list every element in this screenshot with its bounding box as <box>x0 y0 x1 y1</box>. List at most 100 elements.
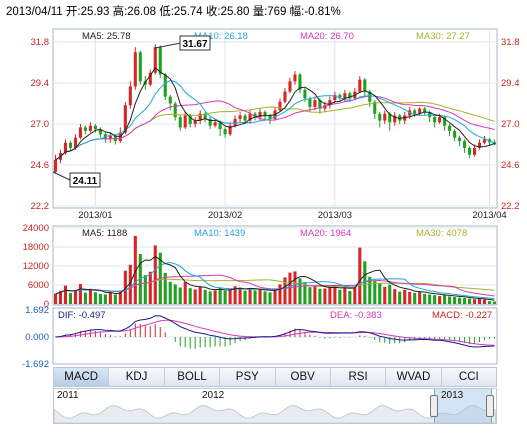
volume-bar <box>343 287 347 304</box>
tab-psy[interactable]: PSY <box>220 368 276 386</box>
candle-body <box>123 105 127 133</box>
candle-body <box>93 125 97 130</box>
volume-bar <box>188 288 192 304</box>
date-tick: 2013/01 <box>78 210 112 221</box>
candle-body <box>333 94 337 101</box>
price-moving-averages <box>55 66 495 161</box>
tab-boll[interactable]: BOLL <box>165 368 221 386</box>
volume-bar <box>68 292 73 304</box>
candlesticks <box>53 44 497 174</box>
candle-body <box>98 129 102 135</box>
dif-line <box>55 315 495 348</box>
vol-ma5-label: MA5: 1188 <box>82 228 127 239</box>
tab-kdj[interactable]: KDJ <box>109 368 165 386</box>
price-tick-left: 22.2 <box>31 201 50 212</box>
volume-bar <box>398 291 402 304</box>
nav-year-2011: 2011 <box>57 390 79 401</box>
candle-body <box>303 89 307 99</box>
volume-bar <box>482 299 487 304</box>
nav-year-2012: 2012 <box>202 390 225 401</box>
dif-label: DIF: -0.497 <box>58 310 106 321</box>
ma5-label: MA5: 25.78 <box>82 31 131 42</box>
volume-bar <box>418 291 422 304</box>
ma20-label: MA20: 26.70 <box>300 31 354 42</box>
volume-bar <box>78 284 82 304</box>
volume-bar <box>413 292 417 304</box>
price-grid <box>53 29 497 208</box>
macd-legend: DIF: -0.497 DEA: -0.383 MACD: -0.227 <box>58 310 492 321</box>
dea-label: DEA: -0.383 <box>330 310 382 321</box>
time-navigator[interactable]: 2011 2012 2013 <box>53 388 497 424</box>
ma30-label: MA30: 27.27 <box>416 31 470 42</box>
volume-bar <box>303 282 307 304</box>
candle-body <box>68 142 73 148</box>
volume-bar <box>433 295 437 304</box>
volume-bar <box>383 286 387 304</box>
candle-body <box>188 115 192 124</box>
candle-body <box>173 103 177 118</box>
volume-bar <box>313 286 317 304</box>
volume-bar <box>438 296 442 304</box>
navigator-selection[interactable]: 2013 <box>434 389 492 423</box>
volume-bar <box>408 291 412 304</box>
volume-bar <box>118 290 122 304</box>
tab-macd[interactable]: MACD <box>54 368 110 386</box>
candle-body <box>178 117 182 128</box>
volume-bar <box>477 298 482 304</box>
quote-header: 2013/04/11 开:25.93 高:26.08 低:25.74 收:25.… <box>6 6 341 18</box>
tab-obv[interactable]: OBV <box>276 368 331 386</box>
volume-bar <box>128 264 132 304</box>
volume-bar <box>278 284 282 304</box>
candle-body <box>133 52 137 87</box>
volume-bar <box>263 291 267 304</box>
tab-wvad[interactable]: WVAD <box>386 368 442 386</box>
navigator-right-handle[interactable] <box>486 395 494 417</box>
candle-body <box>208 118 212 126</box>
volume-bar <box>393 289 397 304</box>
navigator-left-handle[interactable] <box>430 395 438 417</box>
volume-bar <box>103 294 107 304</box>
tab-cci[interactable]: CCI <box>458 371 479 383</box>
navigator-price-area <box>54 405 496 423</box>
ma5-line <box>55 66 495 161</box>
date-tick: 2013/02 <box>208 210 242 221</box>
macd-value-label: MACD: -0.227 <box>432 310 492 321</box>
price-tick-right: 27.0 <box>501 119 520 130</box>
volume-bar <box>468 298 472 304</box>
volume-bar <box>148 271 152 304</box>
candle-body <box>448 125 452 131</box>
indicator-tabs: MACD KDJ BOLL PSY OBV RSI WVAD CCI <box>53 367 497 387</box>
candle-body <box>473 147 477 155</box>
candle-body <box>308 98 312 107</box>
ma20-line <box>55 95 495 161</box>
volume-bar <box>83 292 87 304</box>
navigator-sparkline <box>54 405 496 423</box>
candle-body <box>338 94 342 99</box>
volume-bar <box>183 282 187 304</box>
vol-ma10-label: MA10: 1439 <box>194 228 245 239</box>
candle-body <box>328 100 332 106</box>
candle-body <box>383 113 387 121</box>
volume-bar <box>133 235 137 304</box>
volume-bar <box>258 288 262 304</box>
volume-bar <box>58 291 63 304</box>
candle-body <box>243 115 247 121</box>
volume-bar <box>487 301 492 304</box>
volume-bar <box>228 289 232 304</box>
volume-bar <box>273 289 277 304</box>
nav-year-2013: 2013 <box>441 390 464 401</box>
candle-body <box>477 142 482 148</box>
volume-bar <box>283 277 287 304</box>
vol-ma10-line <box>55 261 495 300</box>
volume-tick: 24000 <box>23 223 49 234</box>
volume-grid <box>53 227 497 305</box>
candle-body <box>278 101 282 111</box>
candle-body <box>148 72 152 85</box>
tab-rsi[interactable]: RSI <box>331 368 387 386</box>
candle-body <box>298 74 302 90</box>
volume-bar <box>323 288 327 304</box>
volume-bar <box>223 290 227 304</box>
macd-tick: -1.692 <box>22 359 49 370</box>
candle-body <box>438 117 442 123</box>
candle-body <box>313 100 317 107</box>
